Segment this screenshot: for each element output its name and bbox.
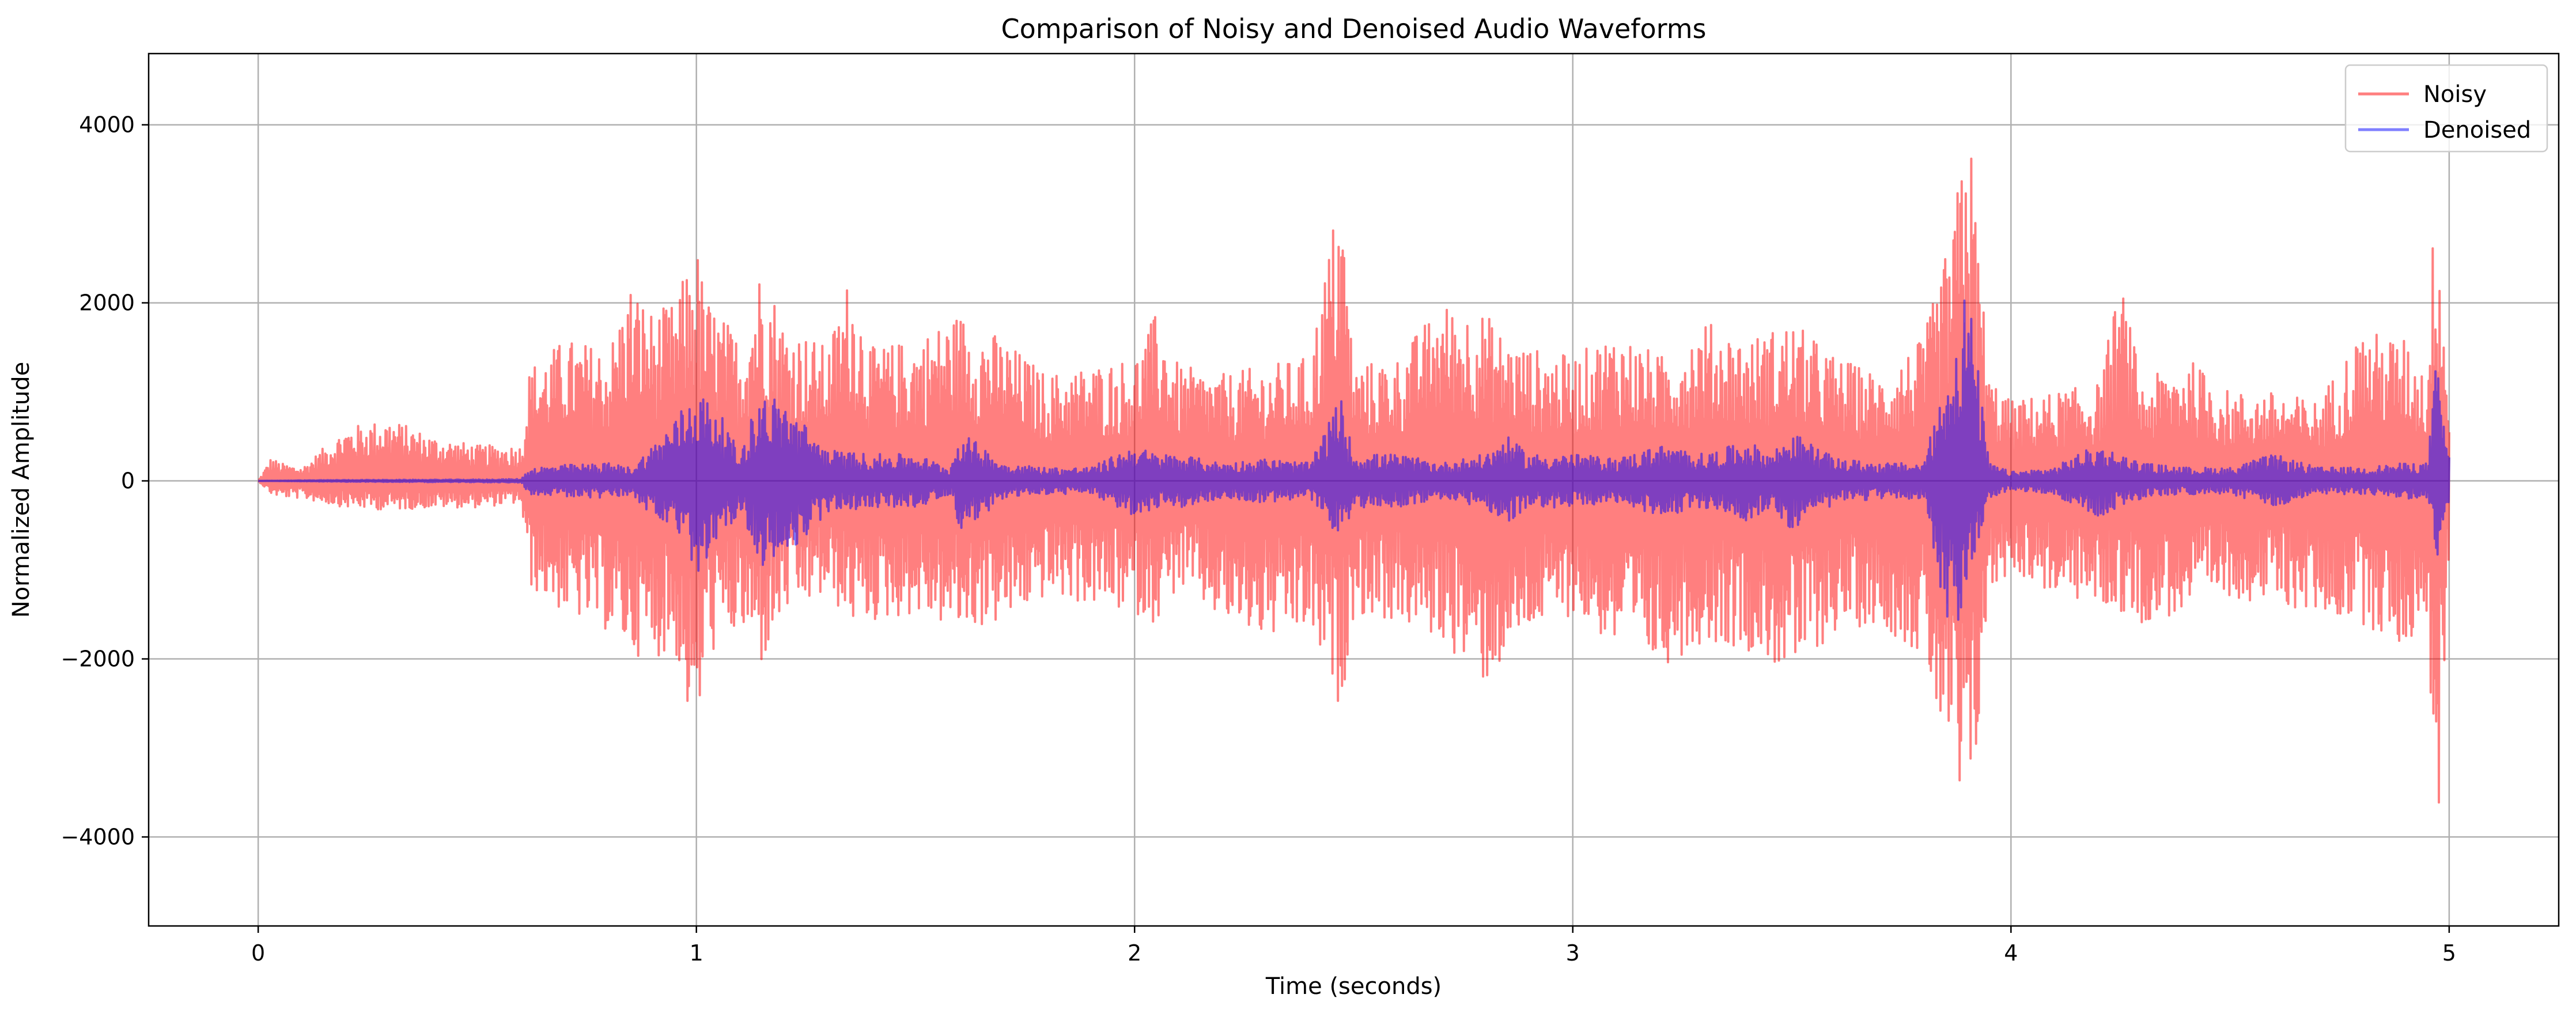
y-tick-label: −4000 — [60, 825, 135, 850]
y-tick-label: −2000 — [60, 647, 135, 672]
y-axis-title: Normalized Amplitude — [8, 362, 35, 618]
x-tick-label: 1 — [690, 940, 703, 966]
legend-label-noisy: Noisy — [2423, 81, 2487, 108]
plot-area — [258, 157, 2450, 804]
y-tick-label: 4000 — [79, 112, 135, 138]
series-line-denoised — [258, 299, 2450, 621]
y-tick-label: 0 — [121, 468, 135, 494]
x-tick-label: 3 — [1566, 940, 1580, 966]
x-tick-label: 0 — [251, 940, 265, 966]
series-line-noisy — [258, 157, 2450, 804]
axis-ticks: 0 1 2 3 4 5 −4000 −2000 0 2000 4000 — [60, 112, 2456, 966]
x-tick-label: 5 — [2442, 940, 2456, 966]
legend-label-denoised: Denoised — [2423, 117, 2531, 143]
legend: Noisy Denoised — [2344, 64, 2548, 153]
x-tick-label: 2 — [1128, 940, 1141, 966]
x-axis-title: Time (seconds) — [1265, 973, 1442, 1000]
x-tick-label: 4 — [2004, 940, 2018, 966]
y-tick-label: 2000 — [79, 290, 135, 316]
chart-title: Comparison of Noisy and Denoised Audio W… — [1001, 13, 1706, 44]
plot-frame — [147, 52, 2560, 927]
